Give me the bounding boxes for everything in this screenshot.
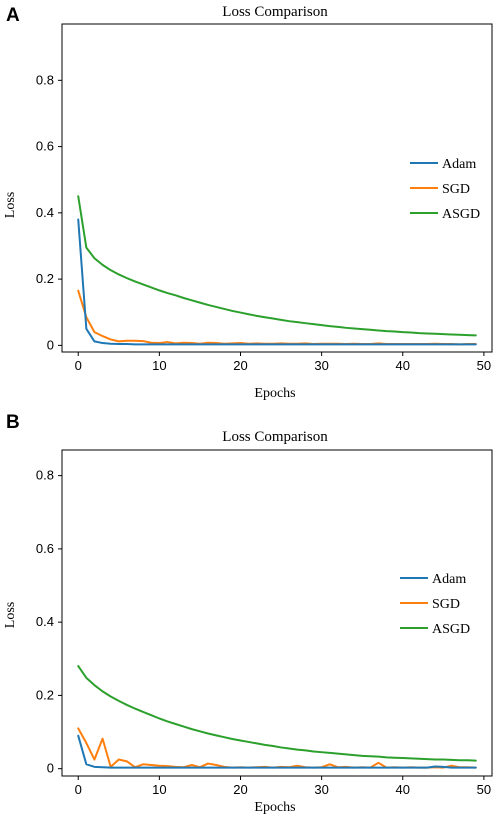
legend-label-asgd-b: ASGD [432, 622, 470, 637]
series-line-sgd-b [77, 727, 477, 769]
chart-b-svg: B Loss Comparison 0 10 20 30 40 5000.20.40.60… [3, 412, 493, 815]
x-tick-label-a-1: 10 [152, 358, 166, 373]
chart-title-b: Loss Comparison [222, 429, 328, 445]
y-tick-label-b-0: 0 [47, 761, 54, 776]
series-group-b [77, 665, 477, 769]
y-axis-label-b: Loss [3, 602, 18, 628]
series-line-sgd-a [77, 289, 477, 346]
y-tick-label-b-1: 0.2 [36, 687, 54, 702]
x-axis-label-b: Epochs [254, 800, 295, 815]
legend-a: Adam SGD ASGD [410, 157, 480, 222]
x-tick-label-a-2: 20 [233, 358, 247, 373]
legend-label-sgd-b: SGD [432, 597, 460, 612]
y-tick-label-a-0: 0 [47, 337, 54, 352]
legend-b: Adam SGD ASGD [400, 572, 470, 637]
x-tick-label-b-5: 50 [477, 782, 491, 797]
x-tick-label-a-3: 30 [314, 358, 328, 373]
x-tick-label-a-4: 40 [396, 358, 410, 373]
x-tick-label-a-0: 0 [75, 358, 82, 373]
y-tick-label-b-2: 0.4 [36, 614, 54, 629]
chart-title-a: Loss Comparison [222, 4, 328, 20]
legend-label-sgd-a: SGD [442, 182, 470, 197]
x-tick-label-b-1: 10 [152, 782, 166, 797]
series-line-asgd-a [77, 195, 477, 337]
x-tick-label-a-5: 50 [477, 358, 491, 373]
y-tick-label-a-3: 0.6 [36, 139, 54, 154]
y-tick-label-a-1: 0.2 [36, 271, 54, 286]
x-tick-label-b-2: 20 [233, 782, 247, 797]
y-tick-label-b-3: 0.6 [36, 541, 54, 556]
legend-label-adam-b: Adam [432, 572, 466, 587]
plot-frame-b [61, 449, 493, 777]
x-axis-label-a: Epochs [254, 386, 295, 401]
legend-label-asgd-a: ASGD [442, 207, 480, 222]
x-tick-label-b-4: 40 [396, 782, 410, 797]
series-line-adam-a [77, 218, 477, 346]
chart-a-svg: A Loss Comparison 0 10 20 30 40 5000.20.40.60… [3, 4, 493, 401]
x-tick-label-b-3: 30 [314, 782, 328, 797]
y-axis-label-a: Loss [3, 192, 18, 218]
tick-group-b: 0 10 20 30 40 50 0 0.2 0.4 0.6 0.8 [36, 468, 491, 797]
legend-label-adam-a: Adam [442, 157, 476, 172]
panel-letter-a: A [6, 5, 20, 26]
series-line-asgd-b [77, 665, 477, 762]
panel-letter-b: B [6, 412, 20, 433]
series-line-adam-b [77, 734, 477, 769]
x-tick-label-b-0: 0 [75, 782, 82, 797]
plot-frame-a [61, 23, 493, 353]
chart-panel-a: A Loss Comparison 0 10 20 30 40 50 0 0.2 0.4 0.6 0… [3, 4, 493, 401]
y-tick-label-b-4: 0.8 [36, 468, 54, 483]
chart-panel-b: B Loss Comparison 0 10 20 30 40 50 0 0.2 0.4 0.6 0… [0, 408, 498, 816]
y-tick-label-a-2: 0.4 [36, 205, 54, 220]
y-tick-label-a-4: 0.8 [36, 72, 54, 87]
tick-group-a: 0 10 20 30 40 50 0 0.2 0.4 0.6 0.8 [36, 72, 491, 373]
series-group-a [77, 195, 477, 346]
